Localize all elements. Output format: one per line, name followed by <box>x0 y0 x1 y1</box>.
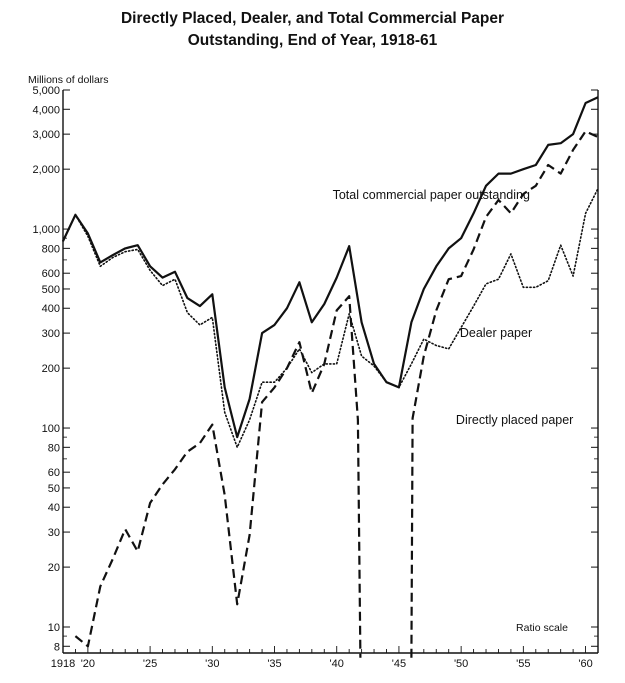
y-tick-label: 10 <box>48 622 60 634</box>
y-tick-label: 3,000 <box>32 129 60 141</box>
x-tick-label: '20 <box>81 658 95 670</box>
x-tick-label: '60 <box>578 658 592 670</box>
x-tick-label: '50 <box>454 658 468 670</box>
y-tick-label: 100 <box>42 423 60 435</box>
x-tick-label: '55 <box>516 658 530 670</box>
x-tick-label: '30 <box>205 658 219 670</box>
annotations: Total commercial paper outstanding Dealer… <box>333 188 574 634</box>
x-tick-label: 1918 <box>51 658 75 670</box>
y-tick-label: 500 <box>42 284 60 296</box>
y-tick-label: 20 <box>48 562 60 574</box>
series-line-dotted <box>62 187 599 449</box>
chart-title: Directly Placed, Dealer, and Total Comme… <box>0 8 625 52</box>
x-tick-label: '25 <box>143 658 157 670</box>
y-tick-label: 200 <box>42 363 60 375</box>
y-tick-label: 400 <box>42 303 60 315</box>
y-tick-label: 800 <box>42 243 60 255</box>
x-tick-label: '40 <box>330 658 344 670</box>
y-tick-label: 4,000 <box>32 104 60 116</box>
series-line-solid <box>62 96 599 439</box>
annotation-label: Dealer paper <box>460 326 532 340</box>
y-tick-label: 50 <box>48 483 60 495</box>
annotation-label: Ratio scale <box>516 622 568 634</box>
y-tick-label: 40 <box>48 502 60 514</box>
y-tick-label: 80 <box>48 442 60 454</box>
annotation-label: Directly placed paper <box>456 413 573 427</box>
y-tick-label: 5,000 <box>32 85 60 97</box>
series-lines <box>62 96 599 658</box>
annotation-label: Total commercial paper outstanding <box>333 188 530 202</box>
axes: 5,000 4,000 3,000 2,000 1,000 800 600 500 400 300… <box>32 85 599 670</box>
y-tick-label: 300 <box>42 328 60 340</box>
y-tick-label: 1,000 <box>32 224 60 236</box>
chart-title-line-1: Directly Placed, Dealer, and Total Comme… <box>120 10 505 27</box>
y-tick-label: 600 <box>42 268 60 280</box>
y-axis-label: Millions of dollars <box>28 74 109 86</box>
series-line-dashed-seg-1 <box>410 130 599 658</box>
y-tick-label: 8 <box>54 641 60 653</box>
y-tick-label: 30 <box>48 527 60 539</box>
x-tick-label: '35 <box>267 658 281 670</box>
x-tick-label: '45 <box>392 658 406 670</box>
y-tick-label: 2,000 <box>32 164 60 176</box>
series-line-dashed-seg-0 <box>74 295 362 658</box>
y-tick-label: 60 <box>48 467 60 479</box>
chart-title-line-2: Outstanding, End of Year, 1918-61 <box>187 32 438 49</box>
